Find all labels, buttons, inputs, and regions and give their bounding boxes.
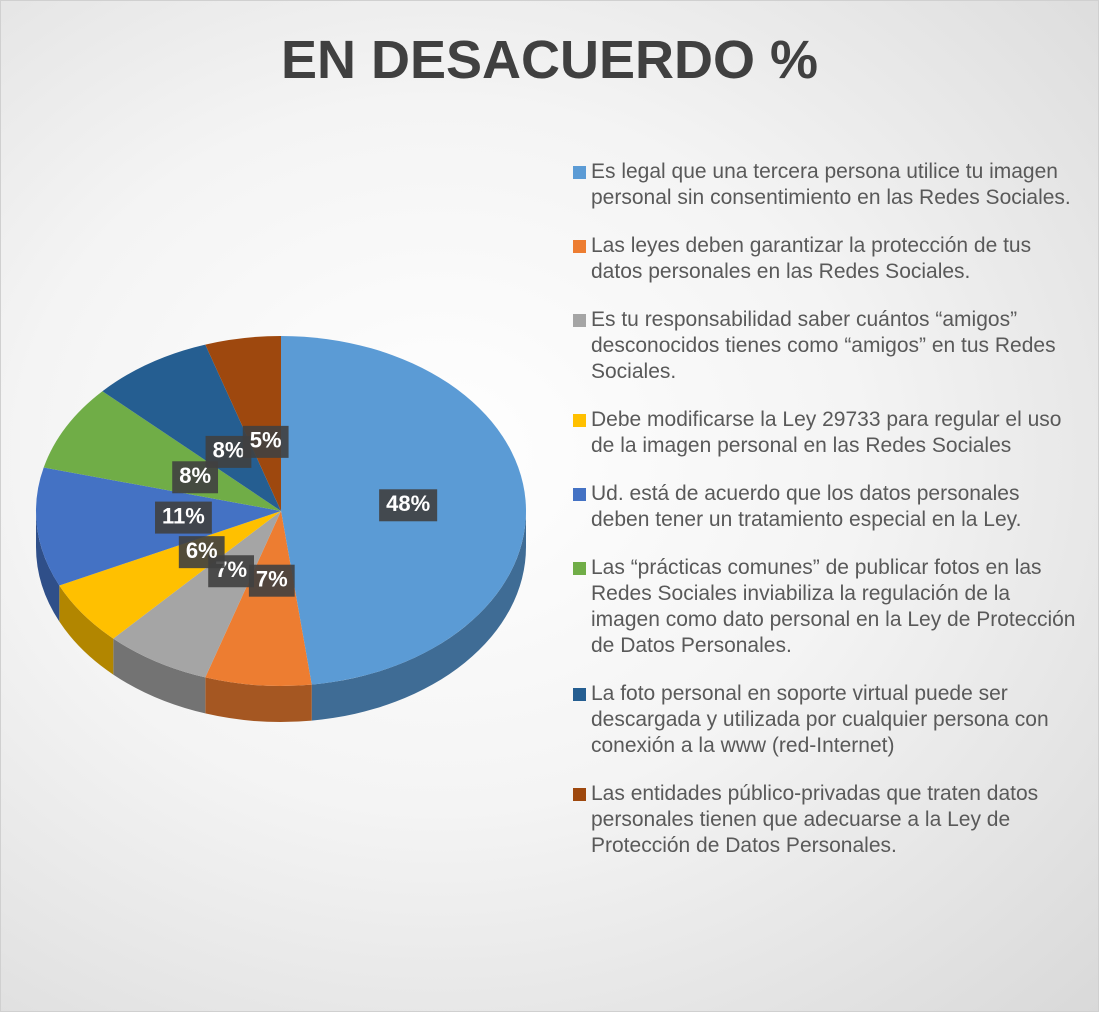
slice <box>59 511 282 639</box>
legend-label: Las entidades público-privadas que trate… <box>591 782 1039 857</box>
legend-item: Debe modificarse la Ley 29733 para regul… <box>573 407 1083 459</box>
data-label: 5% <box>242 425 289 458</box>
legend-label: Es legal que una tercera persona utilice… <box>591 160 1071 209</box>
legend-label: Las “prácticas comunes” de publicar foto… <box>591 556 1076 657</box>
data-label: 7% <box>208 555 255 588</box>
data-label-box <box>155 501 212 534</box>
data-label-box <box>178 536 225 569</box>
data-label-text: 7% <box>256 567 288 592</box>
data-label-text: 11% <box>162 503 205 528</box>
data-label-text: 48% <box>386 491 430 516</box>
slice-side <box>311 511 526 721</box>
legend-swatch <box>573 688 586 701</box>
data-label-box <box>248 564 295 597</box>
legend-item: Ud. está de acuerdo que los datos person… <box>573 481 1083 533</box>
legend-item: Las leyes deben garantizar la protección… <box>573 233 1083 285</box>
legend-swatch <box>573 414 586 427</box>
slice <box>43 391 281 511</box>
legend-swatch <box>573 488 586 501</box>
legend-swatch <box>573 166 586 179</box>
slice <box>113 511 282 678</box>
legend-label: Debe modificarse la Ley 29733 para regul… <box>591 408 1062 457</box>
legend-label: La foto personal en soporte virtual pued… <box>591 682 1049 757</box>
legend-item: Es tu responsabilidad saber cuántos “ami… <box>573 307 1083 385</box>
data-label-box <box>379 489 438 522</box>
data-label: 48% <box>379 489 438 522</box>
data-label-box <box>242 425 289 458</box>
legend: Es legal que una tercera persona utilice… <box>573 159 1083 881</box>
data-label: 8% <box>172 461 219 494</box>
legend-item: Las entidades público-privadas que trate… <box>573 781 1083 859</box>
slice-side <box>205 677 312 722</box>
data-label: 7% <box>248 564 295 597</box>
slice <box>102 344 282 511</box>
slice <box>205 336 281 511</box>
data-label: 11% <box>155 501 212 534</box>
chart-title: EN DESACUERDO % <box>280 30 819 90</box>
slice-side <box>113 638 206 714</box>
legend-item: La foto personal en soporte virtual pued… <box>573 681 1083 759</box>
legend-swatch <box>573 562 586 575</box>
legend-swatch <box>573 788 586 801</box>
legend-label: Ud. está de acuerdo que los datos person… <box>591 482 1022 531</box>
data-label-text: 5% <box>250 428 282 453</box>
legend-swatch <box>573 240 586 253</box>
legend-label: Es tu responsabilidad saber cuántos “ami… <box>591 308 1056 383</box>
slice-side <box>36 511 60 622</box>
data-label-text: 6% <box>186 538 218 563</box>
legend-item: Es legal que una tercera persona utilice… <box>573 159 1083 211</box>
slice-side <box>59 585 114 675</box>
legend-item: Las “prácticas comunes” de publicar foto… <box>573 555 1083 659</box>
slice <box>205 511 312 686</box>
legend-label: Las leyes deben garantizar la protección… <box>591 234 1032 283</box>
legend-swatch <box>573 314 586 327</box>
data-label: 6% <box>178 536 225 569</box>
data-label-text: 8% <box>213 438 245 463</box>
